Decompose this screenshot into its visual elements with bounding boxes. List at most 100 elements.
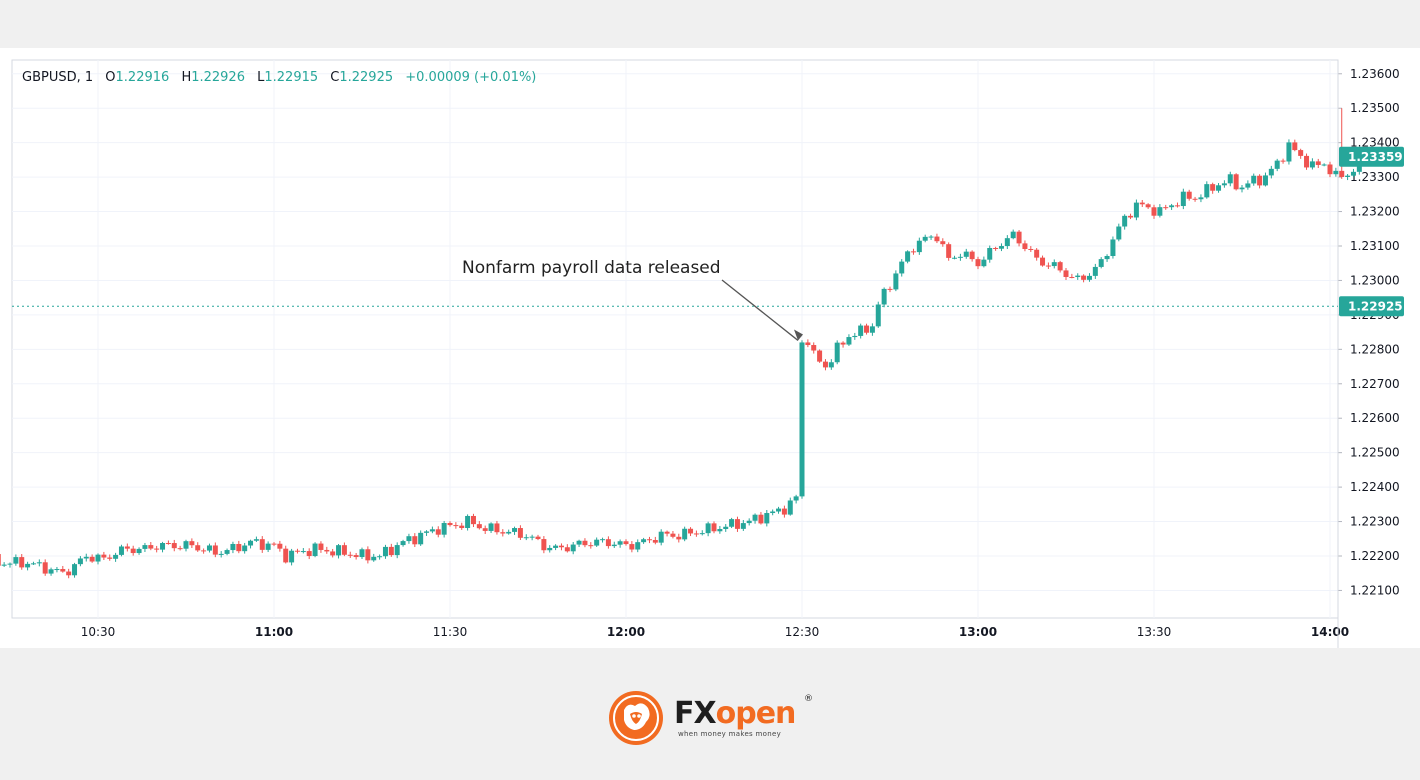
candle-body: [605, 539, 611, 547]
candle-body: [658, 531, 664, 543]
candle-body: [171, 543, 177, 549]
change-value: +0.00009 (+0.01%): [405, 70, 537, 85]
annotation-arrowhead: [794, 329, 803, 341]
candle-body: [1221, 183, 1227, 186]
candle-body: [1069, 276, 1075, 278]
candle-body: [494, 523, 500, 533]
candle-body: [435, 529, 441, 535]
candle-body: [934, 236, 940, 242]
candle-body: [881, 288, 887, 305]
candle-body: [1110, 239, 1116, 257]
candle-body: [711, 523, 717, 532]
candle-body: [95, 554, 101, 562]
candle-body: [1122, 215, 1128, 227]
candle-body: [429, 529, 435, 532]
candle-body: [564, 547, 570, 552]
candle-body: [1216, 185, 1222, 191]
candle-body: [535, 536, 541, 540]
candle-body: [717, 529, 723, 532]
candle-body: [1028, 248, 1034, 250]
y-tick-label: 1.23600: [1350, 67, 1400, 81]
x-tick-label: 10:30: [81, 625, 116, 639]
low-label: L: [257, 70, 265, 85]
candle-body: [670, 533, 676, 537]
candle-body: [365, 549, 371, 561]
candle-body: [1022, 243, 1028, 249]
candle-body: [770, 511, 776, 514]
candle-body: [688, 528, 694, 534]
candle-body: [582, 540, 588, 546]
price-chart[interactable]: 1.23600 1.23500 1.23400 1.23300 1.23200 1.231…: [0, 48, 1420, 648]
candle-body: [940, 241, 946, 245]
candle-body: [676, 536, 682, 540]
symbol-label: GBPUSD, 1: [22, 70, 94, 85]
candle-body: [459, 525, 465, 529]
open-value: 1.22916: [115, 70, 170, 85]
candle-body: [1169, 205, 1175, 208]
candle-body: [1004, 238, 1010, 247]
candle-body: [453, 525, 459, 527]
candle-body: [828, 362, 834, 368]
last-price-badge: [1339, 146, 1404, 167]
candle-body: [236, 543, 242, 552]
candle-body: [899, 261, 905, 274]
candle-body: [1098, 259, 1104, 267]
candle-body: [25, 563, 31, 568]
candle-body: [1298, 150, 1304, 156]
candle-body: [723, 526, 729, 530]
candle-body: [42, 562, 48, 574]
candle-body: [1262, 175, 1268, 186]
high-label: H: [181, 70, 192, 85]
candle-body: [811, 345, 817, 351]
candle-body: [0, 554, 1, 566]
candle-body: [1016, 231, 1022, 244]
candle-body: [324, 549, 330, 552]
candles: [0, 108, 1362, 579]
candle-body: [1139, 202, 1145, 205]
candle-body: [294, 550, 300, 552]
candle-body: [160, 543, 166, 550]
chart-panel[interactable]: 1.23600 1.23500 1.23400 1.23300 1.23200 1.231…: [0, 48, 1420, 648]
candle-body: [875, 304, 881, 327]
candle-body: [1133, 202, 1139, 218]
candle-body: [142, 545, 148, 549]
candle-body: [975, 259, 981, 267]
candle-body: [341, 545, 347, 555]
candle-body: [1157, 207, 1163, 216]
x-tick-label: 11:30: [433, 625, 468, 639]
candle-body: [600, 539, 606, 541]
candle-body: [277, 543, 283, 549]
candle-body: [781, 508, 787, 515]
candle-body: [271, 543, 277, 545]
candle-body: [635, 542, 641, 550]
candle-body: [1321, 164, 1327, 166]
candle-body: [500, 532, 506, 534]
y-tick-label: 1.22300: [1350, 515, 1400, 529]
y-tick-label: 1.22700: [1350, 377, 1400, 391]
candle-body: [858, 325, 864, 336]
y-tick-label: 1.23500: [1350, 101, 1400, 115]
candle-body: [330, 551, 336, 556]
candle-body: [19, 557, 25, 568]
candle-body: [1257, 175, 1263, 186]
candle-body: [183, 541, 189, 549]
candle-body: [541, 539, 547, 551]
candle-body: [195, 545, 201, 551]
y-tick-label: 1.22600: [1350, 411, 1400, 425]
candle-body: [693, 533, 699, 535]
candle-body: [259, 539, 265, 550]
candle-body: [336, 545, 342, 556]
candle-body: [1063, 270, 1069, 277]
candle-body: [764, 513, 770, 524]
candle-body: [77, 558, 83, 565]
candle-body: [382, 546, 388, 557]
candle-body: [517, 528, 523, 538]
candle-body: [928, 236, 934, 238]
candle-body: [118, 546, 124, 555]
candle-body: [206, 545, 212, 551]
candle-body: [946, 244, 952, 258]
candle-body: [952, 257, 958, 259]
brand-prefix: FX: [674, 696, 717, 731]
candle-body: [963, 251, 969, 257]
candle-body: [998, 246, 1004, 249]
